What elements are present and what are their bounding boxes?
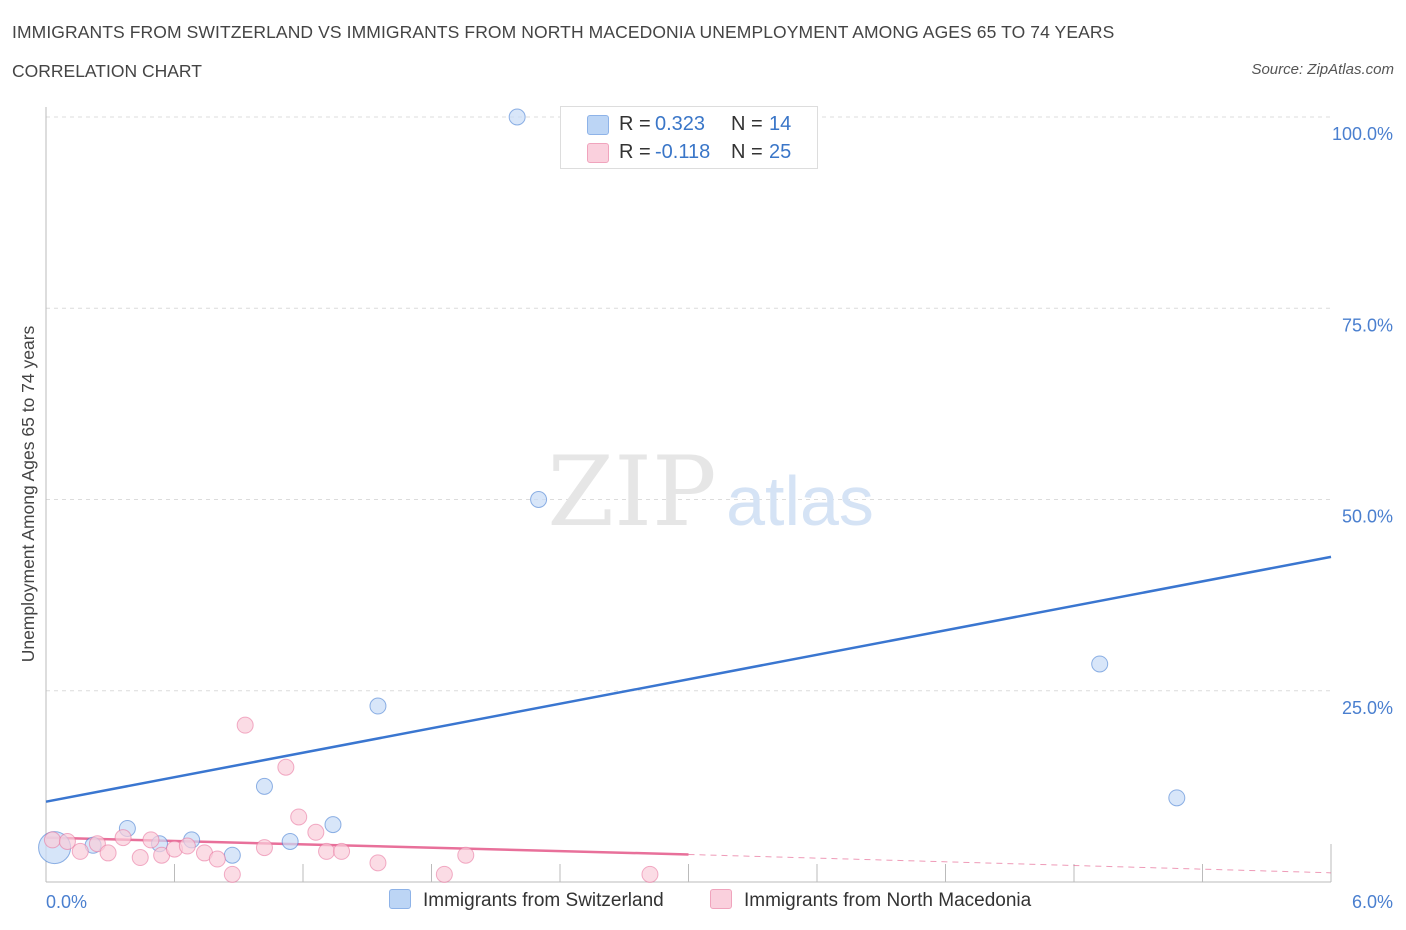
r-value: -0.118 (655, 141, 711, 163)
trend-line-dashed-1 (688, 853, 1332, 874)
watermark: ZIP atlas (547, 436, 874, 548)
data-point-north-macedonia (43, 831, 61, 849)
data-point-north-macedonia (58, 832, 76, 850)
watermark-atlas: atlas (726, 462, 874, 540)
data-point-north-macedonia (318, 842, 336, 860)
data-point-north-macedonia (333, 842, 351, 860)
data-point-switzerland (530, 491, 548, 508)
data-point-north-macedonia (114, 829, 132, 847)
data-point-switzerland (508, 108, 526, 126)
x-tick-label: 6.0% (1352, 892, 1393, 912)
chart-subtitle: CORRELATION CHART (12, 61, 202, 81)
data-point-switzerland (281, 832, 299, 850)
legend-label-north-macedonia: Immigrants from North Macedonia (744, 890, 1032, 911)
tick-labels: 25.0% 50.0% 75.0% 100.0% 0.0% 6.0% (46, 124, 1393, 912)
data-point-switzerland (255, 777, 273, 795)
legend-item-north-macedonia[interactable]: Immigrants from North Macedonia (710, 889, 1031, 912)
trend-line-0 (45, 555, 1332, 803)
data-point-north-macedonia (236, 716, 254, 734)
chart-title: IMMIGRANTS FROM SWITZERLAND VS IMMIGRANT… (12, 22, 1115, 42)
data-point-north-macedonia (131, 849, 149, 867)
r-label: R = (619, 113, 651, 135)
data-point-north-macedonia (71, 842, 89, 860)
data-point-switzerland (369, 697, 387, 715)
r-label: R = (619, 141, 651, 163)
stats-legend: R = 0.323 N = 14 R = -0.118 N = 25 (560, 106, 818, 169)
legend-item-switzerland[interactable]: Immigrants from Switzerland (389, 889, 664, 912)
n-value: 25 (769, 141, 792, 163)
data-point-north-macedonia (99, 844, 117, 862)
n-label: N = (731, 141, 763, 163)
data-point-switzerland (1091, 655, 1109, 673)
data-point-north-macedonia (435, 865, 453, 883)
x-tick-label: 0.0% (46, 892, 87, 912)
grid-lines (46, 116, 1331, 692)
data-point-north-macedonia (641, 865, 659, 883)
data-point-north-macedonia (457, 846, 475, 864)
data-points (38, 108, 1186, 883)
data-point-north-macedonia (277, 758, 295, 776)
source-label: Source: ZipAtlas.com (1251, 61, 1394, 78)
trend-lines (45, 555, 1332, 874)
data-point-north-macedonia (142, 831, 160, 849)
legend-swatch-north-macedonia (587, 143, 609, 163)
r-value: 0.323 (655, 113, 706, 135)
data-point-north-macedonia (290, 808, 308, 826)
legend-swatch-switzerland (587, 115, 609, 135)
data-point-north-macedonia (208, 850, 226, 868)
y-tick-label: 100.0% (1332, 124, 1393, 144)
data-point-north-macedonia (255, 839, 273, 857)
data-point-switzerland (223, 846, 241, 864)
data-point-north-macedonia (307, 823, 325, 841)
y-axis-label: Unemployment Among Ages 65 to 74 years (18, 325, 38, 662)
legend-swatch-switzerland (389, 889, 411, 909)
axes (45, 107, 1332, 883)
legend-label-switzerland: Immigrants from Switzerland (423, 890, 664, 911)
data-point-north-macedonia (178, 837, 196, 855)
data-point-switzerland (1168, 789, 1186, 807)
watermark-zip: ZIP (547, 436, 716, 548)
data-point-north-macedonia (369, 854, 387, 872)
data-point-north-macedonia (223, 865, 241, 883)
y-tick-label: 75.0% (1342, 315, 1393, 335)
data-point-switzerland (324, 816, 342, 834)
n-value: 14 (769, 113, 792, 135)
legend-swatch-north-macedonia (710, 889, 732, 909)
n-label: N = (731, 113, 763, 135)
y-tick-label: 50.0% (1342, 507, 1393, 527)
y-tick-label: 25.0% (1342, 698, 1393, 718)
